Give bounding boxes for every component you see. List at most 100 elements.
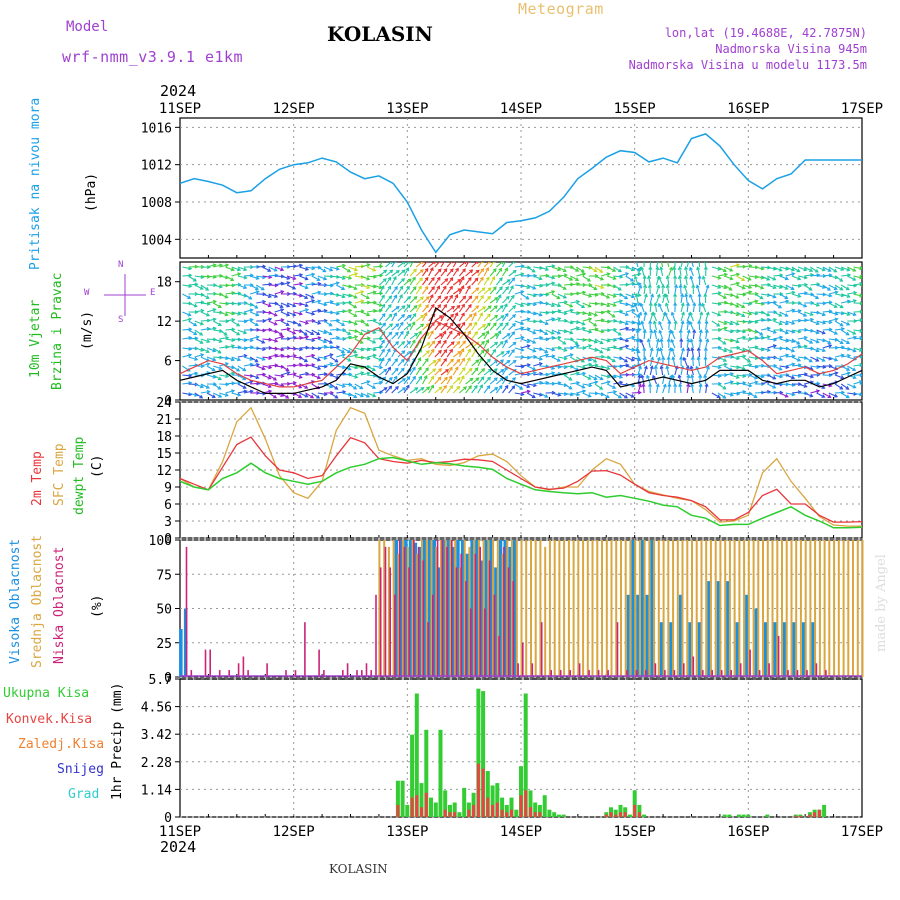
- wind-arrow-head: [457, 278, 462, 283]
- cloud-bar: [209, 649, 211, 677]
- wind-arrow: [262, 383, 272, 388]
- cloud-bar: [418, 546, 422, 677]
- wind-arrow: [249, 374, 259, 379]
- wind-arrow: [680, 321, 684, 331]
- wind-arrow: [545, 336, 555, 340]
- wind-arrow: [440, 278, 448, 286]
- wind-arrow-head: [219, 273, 224, 278]
- wind-arrow-head: [695, 284, 700, 289]
- wind-arrow-head: [673, 284, 679, 289]
- wind-arrow-head: [323, 302, 328, 307]
- wind-arrow: [256, 329, 266, 332]
- wind-arrow: [317, 329, 327, 334]
- wind-arrow: [200, 363, 210, 367]
- wind-arrow-head: [639, 338, 644, 343]
- wind-arrow: [545, 290, 555, 295]
- wind-arrow-head: [437, 304, 442, 308]
- wind-arrow: [742, 364, 752, 367]
- wind-arrow: [360, 347, 370, 351]
- wind-arrow: [188, 329, 197, 335]
- wind-arrow: [379, 278, 387, 286]
- wind-arrow-head: [748, 285, 753, 289]
- wind-arrow: [415, 357, 421, 367]
- wind-arrow: [428, 368, 436, 376]
- wind-arrow-head: [205, 287, 210, 291]
- wind-arrow: [489, 268, 497, 277]
- y-tick-label: 1016: [141, 121, 172, 136]
- wind-arrow: [508, 360, 517, 367]
- precip-bar: [419, 783, 424, 817]
- wind-arrow: [428, 267, 434, 277]
- wind-arrow: [685, 276, 688, 286]
- precip-bar: [510, 809, 513, 817]
- wind-arrow-head: [705, 338, 710, 343]
- wind-arrow: [557, 301, 567, 304]
- wind-arrow: [348, 284, 357, 290]
- wind-arrow: [311, 347, 321, 350]
- wind-arrow: [748, 329, 758, 333]
- wind-arrow-head: [199, 340, 204, 344]
- wind-arrow: [742, 311, 752, 315]
- wind-arrow-head: [790, 286, 795, 290]
- wind-arrow: [767, 374, 776, 380]
- wind-arrow: [231, 382, 241, 385]
- wind-arrow: [619, 338, 629, 342]
- y-tick-label: 1008: [141, 196, 172, 211]
- wind-arrow: [188, 337, 198, 340]
- wind-arrow-head: [607, 265, 612, 270]
- wind-arrow: [317, 275, 327, 280]
- wind-arrow-head: [658, 320, 662, 325]
- wind-arrow: [428, 304, 435, 313]
- precip-bar: [495, 802, 499, 817]
- wind-arrow-head: [419, 277, 423, 282]
- cloud-bar: [379, 567, 382, 677]
- wind-arrow: [742, 356, 751, 363]
- wind-arrow-head: [305, 335, 310, 340]
- wind-arrow-head: [815, 321, 820, 326]
- wind-arrow: [243, 319, 253, 322]
- wind-arrow-head: [480, 268, 485, 272]
- cloud-bar: [346, 663, 349, 677]
- wind-arrow-head: [845, 394, 850, 399]
- wind-arrow-head: [696, 356, 701, 361]
- wind-arrow: [465, 314, 473, 322]
- wind-arrow-head: [748, 383, 753, 388]
- wind-arrow: [415, 269, 424, 277]
- wind-arrow-head: [449, 348, 453, 353]
- time-tick-bottom: 13SEP: [386, 824, 428, 840]
- wind-arrow: [502, 333, 511, 340]
- wind-arrow: [188, 320, 197, 327]
- wind-arrow: [446, 367, 453, 376]
- wind-arrow-head: [581, 384, 586, 389]
- wind-arrow: [699, 312, 703, 322]
- wind-arrow-head: [569, 308, 574, 313]
- precip-bar: [604, 814, 608, 817]
- cloud-bar: [204, 649, 207, 677]
- wind-arrow-head: [866, 267, 869, 270]
- wind-arrow: [779, 293, 788, 299]
- wind-arrow-head: [636, 355, 641, 360]
- wind-arrow: [206, 275, 216, 278]
- cloud-bar: [768, 663, 770, 677]
- wind-arrow: [607, 391, 617, 394]
- precip-bar: [613, 809, 618, 817]
- wind-arrow: [508, 295, 515, 304]
- wind-arrow: [489, 315, 498, 322]
- wind-arrow-head: [735, 303, 740, 308]
- wind-arrow: [305, 373, 315, 376]
- cloud-bar: [454, 540, 457, 677]
- wind-arrow: [256, 338, 265, 344]
- wind-arrow: [847, 266, 856, 272]
- wind-arrow: [545, 372, 555, 376]
- wind-arrow: [403, 331, 410, 340]
- wind-arrow: [354, 365, 364, 369]
- wind-arrow: [840, 266, 850, 271]
- wind-arrow-head: [797, 357, 802, 362]
- time-tick-top: 17SEP: [841, 101, 883, 117]
- cloud-bar: [806, 670, 808, 677]
- wind-arrow: [545, 347, 555, 351]
- wind-arrow-head: [722, 340, 727, 345]
- wind-arrow: [219, 392, 229, 397]
- cloud-bar: [522, 642, 524, 678]
- cloud-bar: [610, 540, 613, 677]
